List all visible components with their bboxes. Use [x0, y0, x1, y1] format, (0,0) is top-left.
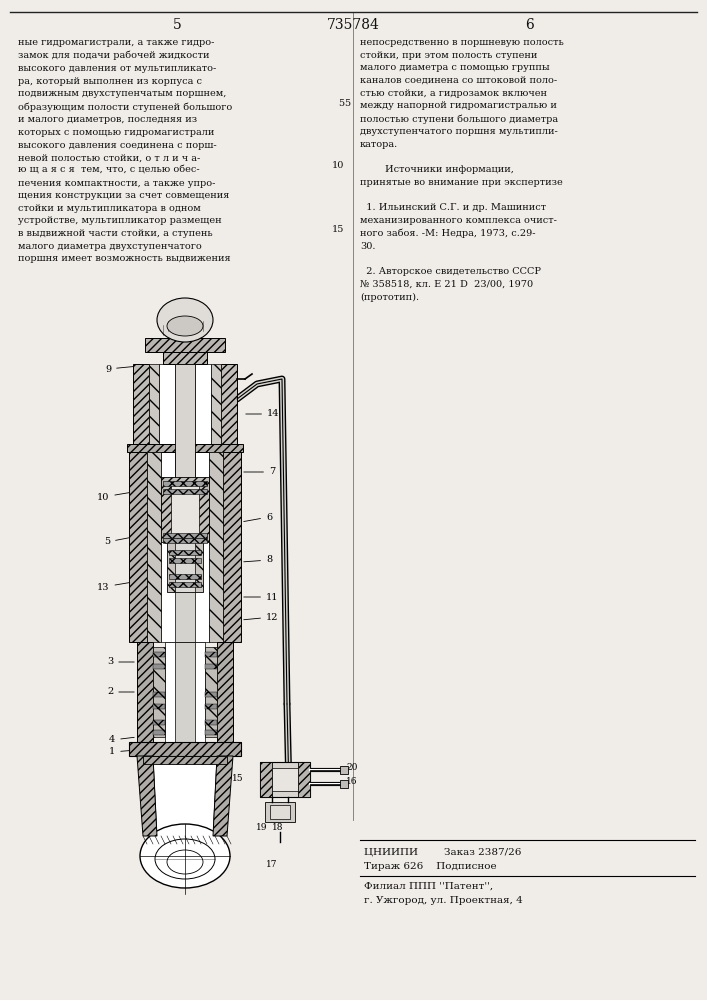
Text: 4: 4 [109, 736, 134, 744]
Bar [165, 642, 205, 742]
Text: 14: 14 [246, 410, 279, 418]
Bar [127, 444, 243, 452]
Text: 9: 9 [105, 364, 136, 373]
Bar [340, 780, 348, 788]
Text: 10: 10 [332, 161, 344, 170]
Bar [221, 364, 237, 444]
Text: 19: 19 [256, 823, 268, 832]
Text: 735784: 735784 [327, 18, 380, 32]
Bar [205, 664, 217, 669]
Ellipse shape [157, 298, 213, 342]
Bar [209, 452, 223, 642]
Bar [163, 352, 207, 364]
Polygon shape [213, 756, 233, 836]
Bar [270, 805, 290, 819]
Bar [129, 452, 147, 642]
Bar [153, 704, 165, 709]
Bar [217, 642, 233, 742]
Bar [205, 652, 217, 657]
Bar [169, 574, 201, 579]
Bar [159, 364, 211, 444]
Text: Тираж 626    Подписное: Тираж 626 Подписное [364, 862, 496, 871]
Bar [272, 768, 298, 791]
Bar [153, 692, 165, 697]
Text: 5: 5 [344, 99, 350, 107]
Polygon shape [153, 756, 217, 836]
Bar [340, 766, 348, 774]
Text: Филиал ППП ''Патент'',: Филиал ППП ''Патент'', [364, 882, 493, 891]
Bar [145, 338, 225, 352]
Bar [149, 364, 159, 444]
Bar [133, 364, 149, 444]
Bar [211, 364, 221, 444]
Text: 15: 15 [232, 774, 244, 783]
Text: 5: 5 [104, 538, 130, 546]
Text: 20: 20 [346, 763, 358, 772]
Bar [167, 542, 203, 592]
Bar [223, 452, 241, 642]
Bar [153, 652, 165, 657]
Text: 17: 17 [267, 860, 278, 869]
Text: 15: 15 [332, 225, 344, 233]
Text: 7: 7 [244, 468, 275, 477]
Text: ные гидромагистрали, а также гидро-
замок для подачи рабочей жидкости
высокого д: ные гидромагистрали, а также гидро- замо… [18, 38, 233, 263]
Bar [147, 452, 161, 642]
Ellipse shape [155, 839, 215, 879]
Bar [161, 452, 209, 642]
Bar [265, 802, 295, 822]
Bar [260, 762, 310, 797]
Bar [153, 647, 165, 737]
Bar [153, 720, 165, 725]
Text: 13: 13 [97, 582, 130, 591]
Bar [205, 692, 217, 697]
Bar [175, 452, 195, 642]
Bar [137, 642, 153, 742]
Bar [153, 664, 165, 669]
Text: 6: 6 [525, 18, 534, 32]
Bar [169, 582, 201, 587]
Bar [175, 364, 195, 504]
Text: непосредственно в поршневую полость
стойки, при этом полость ступени
малого диам: непосредственно в поршневую полость стой… [360, 38, 563, 302]
Text: 10: 10 [97, 492, 130, 502]
Polygon shape [137, 756, 157, 836]
Bar [260, 762, 272, 797]
Text: 18: 18 [272, 823, 284, 832]
Bar [161, 477, 209, 542]
Text: 11: 11 [244, 592, 279, 601]
Bar [298, 762, 310, 797]
Bar [153, 730, 165, 735]
Bar [163, 533, 207, 538]
Text: 8: 8 [244, 556, 272, 564]
Bar [169, 558, 201, 563]
Bar [205, 720, 217, 725]
Text: г. Ужгород, ул. Проектная, 4: г. Ужгород, ул. Проектная, 4 [364, 896, 522, 905]
Bar [205, 647, 217, 737]
Bar [143, 756, 227, 764]
Text: 3: 3 [107, 658, 134, 666]
Text: 5: 5 [338, 99, 344, 107]
Ellipse shape [140, 824, 230, 888]
Bar [205, 704, 217, 709]
Bar [175, 542, 195, 592]
Text: 1: 1 [109, 748, 134, 756]
Bar [175, 642, 195, 742]
Bar [169, 550, 201, 555]
Text: ЦНИИПИ        Заказ 2387/26: ЦНИИПИ Заказ 2387/26 [364, 848, 521, 857]
Text: 12: 12 [244, 612, 279, 621]
Bar [171, 485, 199, 534]
Bar [163, 538, 207, 543]
Text: 6: 6 [244, 512, 272, 522]
Ellipse shape [167, 316, 203, 336]
Bar [163, 489, 207, 494]
Bar [129, 742, 241, 756]
Ellipse shape [167, 850, 203, 874]
Text: 5: 5 [173, 18, 182, 32]
Text: 2: 2 [107, 688, 134, 696]
Bar [163, 481, 207, 486]
Text: 16: 16 [346, 777, 358, 786]
Bar [205, 730, 217, 735]
